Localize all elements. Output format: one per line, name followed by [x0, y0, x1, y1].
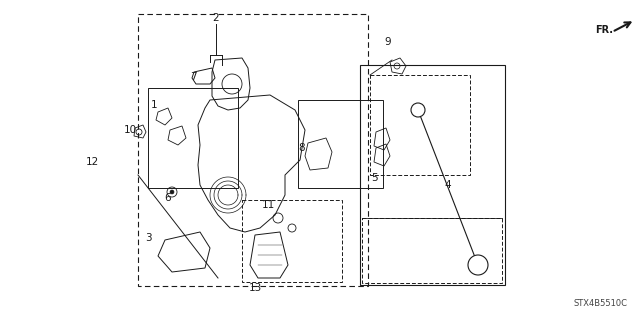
Text: 8: 8	[299, 143, 305, 153]
Text: 9: 9	[385, 37, 391, 47]
Text: 7: 7	[189, 72, 196, 82]
Text: 2: 2	[212, 13, 220, 23]
Circle shape	[411, 103, 425, 117]
Bar	[138, 14, 368, 286]
Text: 6: 6	[164, 193, 172, 203]
Text: 12: 12	[85, 157, 99, 167]
Bar	[362, 218, 502, 283]
Text: 3: 3	[145, 233, 151, 243]
Text: FR.: FR.	[595, 25, 613, 35]
Text: 11: 11	[261, 200, 275, 210]
Bar	[360, 65, 505, 285]
Bar	[370, 75, 470, 175]
Bar	[242, 200, 342, 282]
Text: 4: 4	[445, 180, 451, 190]
Text: 5: 5	[371, 173, 378, 183]
Text: 10: 10	[124, 125, 136, 135]
Circle shape	[468, 255, 488, 275]
Circle shape	[170, 190, 174, 194]
Text: STX4B5510C: STX4B5510C	[574, 299, 628, 308]
Bar	[148, 88, 238, 188]
Text: 13: 13	[248, 283, 262, 293]
Bar	[298, 100, 383, 188]
Text: 1: 1	[150, 100, 157, 110]
